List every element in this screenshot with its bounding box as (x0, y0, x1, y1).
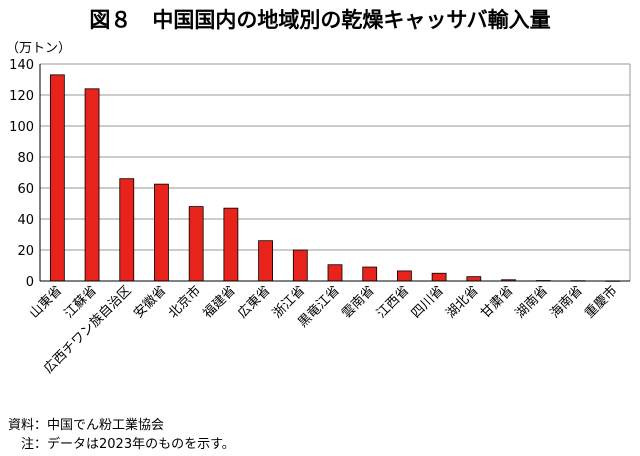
bar (397, 270, 412, 282)
y-tick-label: 80 (17, 151, 34, 166)
x-category-label: 安徽省 (131, 283, 169, 321)
source-note: 資料：中国でん粉工業協会 (8, 418, 165, 433)
x-category-label: 四川省 (409, 283, 447, 321)
y-tick-label: 140 (9, 58, 34, 73)
bar (84, 88, 100, 282)
y-tick-label: 20 (17, 244, 34, 259)
y-tick-label: 0 (26, 275, 34, 290)
y-unit-label: （万トン） (6, 41, 71, 56)
chart-title: 図８ 中国国内の地域別の乾燥キャッサバ輸入量 (89, 8, 551, 32)
y-tick-label: 120 (9, 89, 34, 104)
x-category-labels: 山東省江蘇省広西チワン族自治区安徽省北京市福建省広東省浙江省黒竜江省雲南省江西省… (26, 283, 620, 377)
x-category-label: 湖北省 (443, 283, 481, 321)
bar (431, 272, 447, 282)
y-tick-label: 100 (9, 120, 34, 135)
bar (466, 276, 482, 282)
bar (188, 206, 204, 282)
y-tick-label: 60 (17, 182, 34, 197)
bar (154, 183, 169, 282)
x-category-label: 江西省 (374, 283, 412, 321)
footnote: 注：データは2023年のものを示す。 (8, 437, 235, 452)
bar (119, 178, 135, 282)
x-category-label: 海南省 (547, 283, 586, 322)
bar (327, 264, 343, 282)
x-category-label: 甘粛省 (478, 283, 516, 321)
bar (49, 74, 65, 282)
x-category-label: 広東省 (235, 283, 274, 322)
x-category-label: 北京市 (165, 283, 204, 322)
x-category-label: 重慶市 (582, 283, 621, 322)
y-tick-label: 40 (17, 213, 34, 228)
bar (258, 240, 273, 282)
x-category-label: 湖南省 (512, 283, 551, 322)
bar (362, 266, 378, 282)
bar (292, 249, 308, 282)
bars (49, 74, 621, 282)
x-category-label: 福建省 (201, 283, 239, 321)
bar (223, 207, 239, 282)
axes (39, 63, 631, 282)
y-tick-labels: 0 20 40 60 80 100 120 140 (9, 58, 34, 290)
x-category-label: 雲南省 (339, 283, 378, 322)
